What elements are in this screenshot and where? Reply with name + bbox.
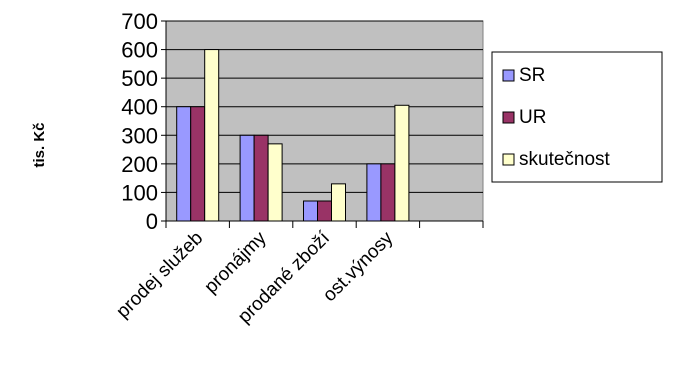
y-tick-label: 600	[121, 38, 158, 63]
bar-skute-nost	[394, 104, 410, 222]
legend-box	[491, 51, 663, 183]
y-tick-label: 500	[121, 66, 158, 91]
y-tick-labels: 0 100 200 300 400 500 600 700	[121, 9, 158, 234]
y-tick-label: 400	[121, 95, 158, 120]
legend: SR UR skutečnost	[491, 51, 663, 183]
axes	[161, 20, 484, 228]
legend-swatch	[502, 111, 515, 124]
legend-entry: SR	[519, 65, 545, 86]
bar-ur	[317, 200, 332, 222]
legend-entry: UR	[519, 107, 546, 128]
bar-ur	[253, 134, 269, 222]
bar-sr	[303, 200, 318, 222]
y-tick-label: 200	[121, 152, 158, 177]
y-tick-label: 100	[121, 180, 158, 205]
x-tick-label: prodej služeb	[112, 228, 207, 323]
y-tick-label: 700	[121, 9, 158, 34]
bar-skute-nost	[204, 49, 220, 222]
bar-skute-nost	[267, 143, 283, 222]
legend-swatch	[502, 153, 515, 166]
bar-ur	[380, 163, 396, 222]
legend-entry: skutečnost	[519, 149, 611, 170]
y-tick-label: 300	[121, 123, 158, 148]
x-tick-label: ost.výnosy	[319, 227, 398, 306]
bar-ur	[190, 106, 206, 222]
bar-sr	[366, 163, 382, 222]
bar-sr	[176, 106, 192, 222]
y-tick-label: 0	[146, 209, 158, 234]
bar-skute-nost	[331, 183, 346, 222]
bar-sr	[239, 134, 255, 222]
y-axis-label: tis. Kč	[31, 122, 48, 167]
legend-swatch	[502, 69, 515, 82]
bars	[176, 49, 410, 222]
